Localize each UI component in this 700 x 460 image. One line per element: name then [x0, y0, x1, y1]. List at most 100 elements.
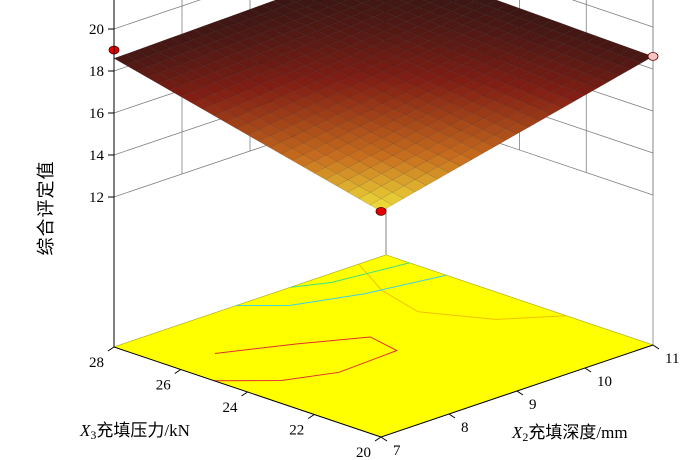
surface-patch: [394, 30, 419, 42]
surface-patch: [292, 108, 316, 120]
y-axis-title-sub: 3: [90, 428, 96, 442]
surface-patch: [180, 91, 204, 104]
floor-contour: [358, 263, 567, 320]
surface-patch: [471, 141, 495, 154]
z-tick-label: 16: [89, 106, 105, 122]
surface-patch: [359, 143, 383, 156]
surface-patch: [360, 45, 385, 57]
x3-tick-mark: [107, 346, 115, 352]
surface-patch: [311, 0, 325, 3]
response-surface: [113, 0, 654, 212]
surface-patch: [338, 35, 363, 47]
x-axis-title-var: X: [511, 423, 523, 442]
surface-patch: [315, 86, 339, 99]
surface-patch: [451, 24, 475, 35]
surface-patch: [438, 80, 463, 92]
z-tick-label: 20: [89, 22, 104, 38]
y-axis-title-text: 充填压力/kN: [96, 421, 190, 440]
x2-tick-mark: [380, 436, 388, 442]
surface-patch: [483, 68, 508, 80]
surface-patch: [347, 173, 371, 187]
surface-patch: [281, 102, 305, 115]
surface-patch: [271, 34, 295, 45]
surface-patch: [302, 148, 327, 162]
surface-patch: [460, 147, 484, 160]
surface-patch: [485, 9, 509, 20]
surface-patch: [414, 172, 439, 186]
x3-tick-mark: [241, 391, 248, 397]
y-axis-title: X3充填压力/kN: [79, 421, 190, 442]
surface-patch: [325, 161, 349, 174]
surface-patch: [382, 120, 406, 133]
design-points: [108, 45, 659, 216]
surface-patch: [495, 52, 519, 64]
floor-contour: [236, 274, 447, 307]
x2-tick-label: 8: [461, 420, 469, 436]
x3-tick-mark: [374, 436, 382, 442]
surface-patch: [271, 5, 296, 16]
surface-patch: [403, 179, 427, 193]
design-point: [375, 206, 387, 216]
surface-patch: [380, 192, 405, 206]
surface-patch: [448, 153, 473, 167]
x3-tick-label: 26: [156, 378, 172, 394]
surface-patch: [494, 117, 518, 129]
floor-contour: [214, 336, 399, 382]
surface-patch: [462, 0, 487, 11]
surface-patch: [446, 0, 458, 3]
surface-patch: [332, 0, 349, 4]
z-tick-label: 14: [89, 148, 105, 164]
surface-patch: [291, 142, 316, 155]
x2-tick-label: 10: [597, 374, 612, 390]
surface-patch: [399, 0, 416, 4]
x3-tick-label: 24: [223, 400, 239, 416]
surface-patch: [249, 23, 273, 34]
surface-patch: [505, 122, 529, 135]
surface-patch: [259, 58, 284, 70]
x3-tick-mark: [307, 414, 315, 419]
surface-patch: [395, 2, 420, 13]
surface-patch: [338, 66, 362, 77]
x3-tick-label: 20: [356, 445, 371, 460]
x2-tick-mark: [584, 367, 592, 373]
x-axis-title-sub: 2: [522, 430, 528, 444]
surface-patch: [470, 0, 479, 2]
surface-patch: [482, 134, 507, 148]
surface-patch: [290, 0, 301, 3]
surface-patch: [358, 179, 382, 193]
surface-patch: [426, 166, 450, 180]
surface-patch: [283, 10, 307, 21]
x2-tick-label: 9: [529, 397, 537, 413]
surface-patch: [372, 21, 397, 32]
surface-patch: [258, 135, 282, 148]
tick-labels: 78910112022242628121416182022: [89, 22, 679, 460]
surface-patch: [293, 44, 318, 56]
surface-patch: [316, 25, 340, 36]
x3-tick-mark: [174, 369, 182, 374]
surface-patch: [393, 125, 417, 138]
surface-patch: [224, 116, 249, 129]
surface-patch: [392, 185, 416, 199]
y-axis-title-var: X: [79, 421, 91, 440]
surface-patch: [124, 49, 149, 61]
surface-patch: [506, 56, 531, 68]
surface-patch: [404, 97, 429, 110]
surface-patch: [437, 160, 461, 173]
x2-tick-label: 11: [665, 351, 679, 367]
surface-patch: [314, 120, 338, 132]
surface-patch: [449, 118, 473, 131]
x2-tick-mark: [448, 413, 456, 419]
x2-tick-mark: [652, 344, 660, 350]
surface-patch: [369, 198, 393, 212]
z-axis-title: 综合评定值: [36, 161, 56, 256]
design-point: [647, 52, 659, 61]
floor-contour: [290, 262, 410, 288]
x-axis-title-text: 充填深度/mm: [528, 423, 627, 442]
surface-patch: [124, 60, 149, 72]
surface-patch: [461, 59, 486, 70]
x3-tick-label: 22: [289, 423, 304, 439]
x2-tick-label: 7: [393, 443, 401, 459]
surface-patch: [484, 37, 509, 49]
surface-patch: [370, 114, 395, 127]
